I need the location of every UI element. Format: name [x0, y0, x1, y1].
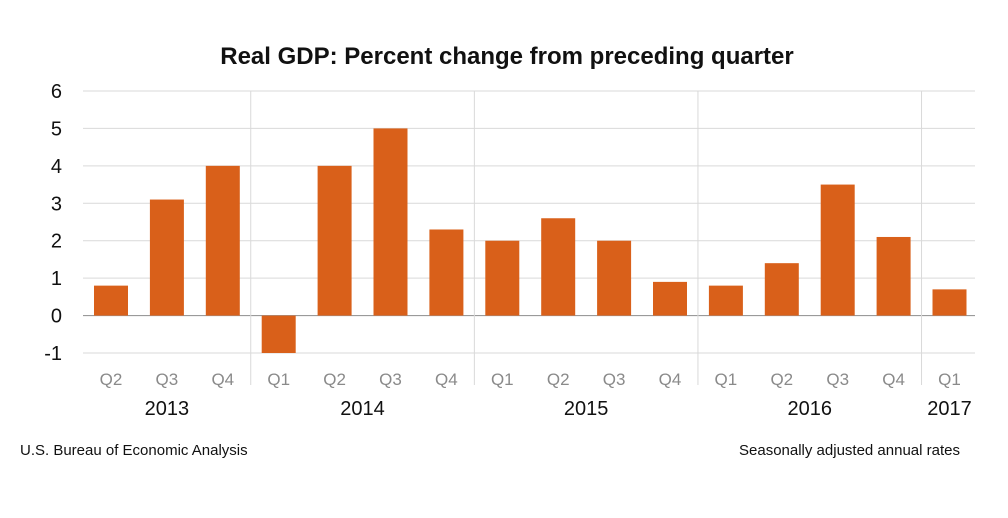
bar [764, 263, 799, 316]
seasonal-note: Seasonally adjusted annual rates [739, 442, 960, 459]
x-tick-label: Q3 [156, 370, 179, 389]
x-tick-label: Q3 [379, 370, 402, 389]
x-tick-label: Q3 [826, 370, 849, 389]
bar [429, 229, 464, 316]
bar [597, 240, 632, 316]
chart-title: Real GDP: Percent change from preceding … [220, 43, 793, 70]
x-tick-label: Q1 [715, 370, 738, 389]
x-tick-label: Q2 [323, 370, 346, 389]
bar [541, 218, 576, 316]
x-tick-label: Q3 [603, 370, 626, 389]
x-tick-label: Q2 [547, 370, 570, 389]
x-tick-label: Q1 [938, 370, 961, 389]
x-tick-label: Q1 [267, 370, 290, 389]
bar [820, 184, 855, 316]
year-label: 2014 [340, 398, 385, 420]
bar [653, 281, 687, 316]
bar [94, 285, 128, 316]
bar [373, 128, 408, 316]
x-tick-label: Q1 [491, 370, 514, 389]
year-label: 2017 [927, 398, 972, 420]
y-tick-label: 2 [51, 231, 62, 253]
y-tick-label: 4 [51, 156, 62, 178]
y-tick-label: 1 [51, 268, 62, 290]
bar [317, 165, 352, 316]
x-tick-label: Q4 [882, 370, 905, 389]
y-tick-label: 5 [51, 118, 62, 140]
x-axis-quarter-labels: Q2 Q3 Q4 Q1 Q2 Q3 Q4 Q1 Q2 Q3 Q4 Q1 Q2 Q3 Q4 Q1 [100, 370, 961, 389]
year-label: 2015 [564, 398, 609, 420]
y-tick-label: 0 [51, 306, 62, 328]
y-tick-label: 6 [51, 81, 62, 103]
bar [876, 236, 911, 316]
y-axis-ticks: 6 5 4 3 2 1 0 -1 [44, 81, 62, 365]
source-note: U.S. Bureau of Economic Analysis [20, 442, 248, 459]
bar [261, 315, 296, 353]
bars [94, 128, 967, 353]
y-tick-label: -1 [44, 343, 62, 365]
bar [708, 285, 743, 316]
bar [205, 165, 240, 316]
x-axis-year-labels: 2013 2014 2015 2016 2017 [145, 398, 972, 420]
year-label: 2016 [788, 398, 833, 420]
x-tick-label: Q4 [659, 370, 682, 389]
y-tick-label: 3 [51, 193, 62, 215]
bar [485, 240, 520, 316]
bar [149, 199, 184, 316]
bar [932, 289, 967, 316]
x-tick-label: Q4 [211, 370, 234, 389]
year-label: 2013 [145, 398, 190, 420]
x-tick-label: Q2 [770, 370, 793, 389]
x-tick-label: Q4 [435, 370, 458, 389]
x-tick-label: Q2 [100, 370, 123, 389]
